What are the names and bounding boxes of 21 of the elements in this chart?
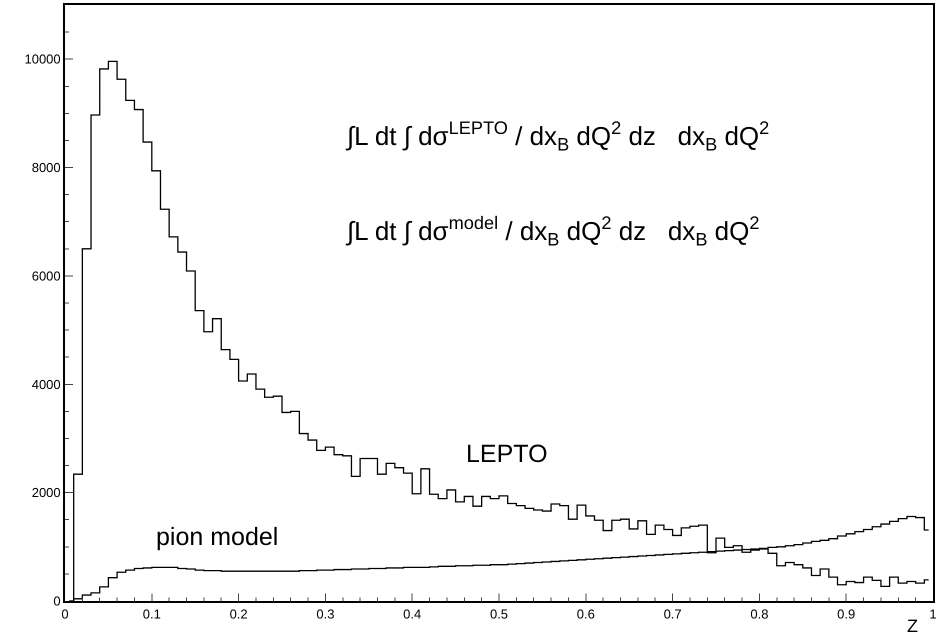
x-tick-label: 0.3 [316,606,334,622]
text: ∫L dt ∫ dσ$^{LEPTO}$ / dx$_{B}$ dQ$^{2}$ dz dx$_{B}$ dQ$^{2}$ [347,118,770,154]
y-tick-label: 0 [53,594,61,609]
y-tick-label: 8000 [32,160,61,176]
text: ∫L dt ∫ dσ$^{model}$ / dx$_{B}$ dQ$^{2}$ dz dx$_{B}$ dQ$^{2}$ [347,213,760,250]
y-tick-label: 10000 [24,52,61,67]
x-tick-label: 0.8 [750,606,768,622]
x-tick-label: 0.1 [142,606,161,622]
x-tick-label: 0.4 [403,606,422,622]
y-tick-label: 4000 [32,376,61,392]
x-tick-label: 0.9 [837,606,856,622]
x-tick-label: 1 [929,606,937,622]
x-tick-label: 0.2 [230,606,248,622]
series-label: LEPTO [466,440,548,468]
x-axis-title: Z [907,616,918,636]
x-tick-label: 0.5 [490,606,508,622]
y-tick-label: 2000 [32,485,61,500]
x-tick-label: 0.6 [576,606,595,622]
x-tick-label: 0.7 [664,606,682,622]
series-label: pion model [156,523,278,551]
y-tick-label: 6000 [32,268,61,284]
